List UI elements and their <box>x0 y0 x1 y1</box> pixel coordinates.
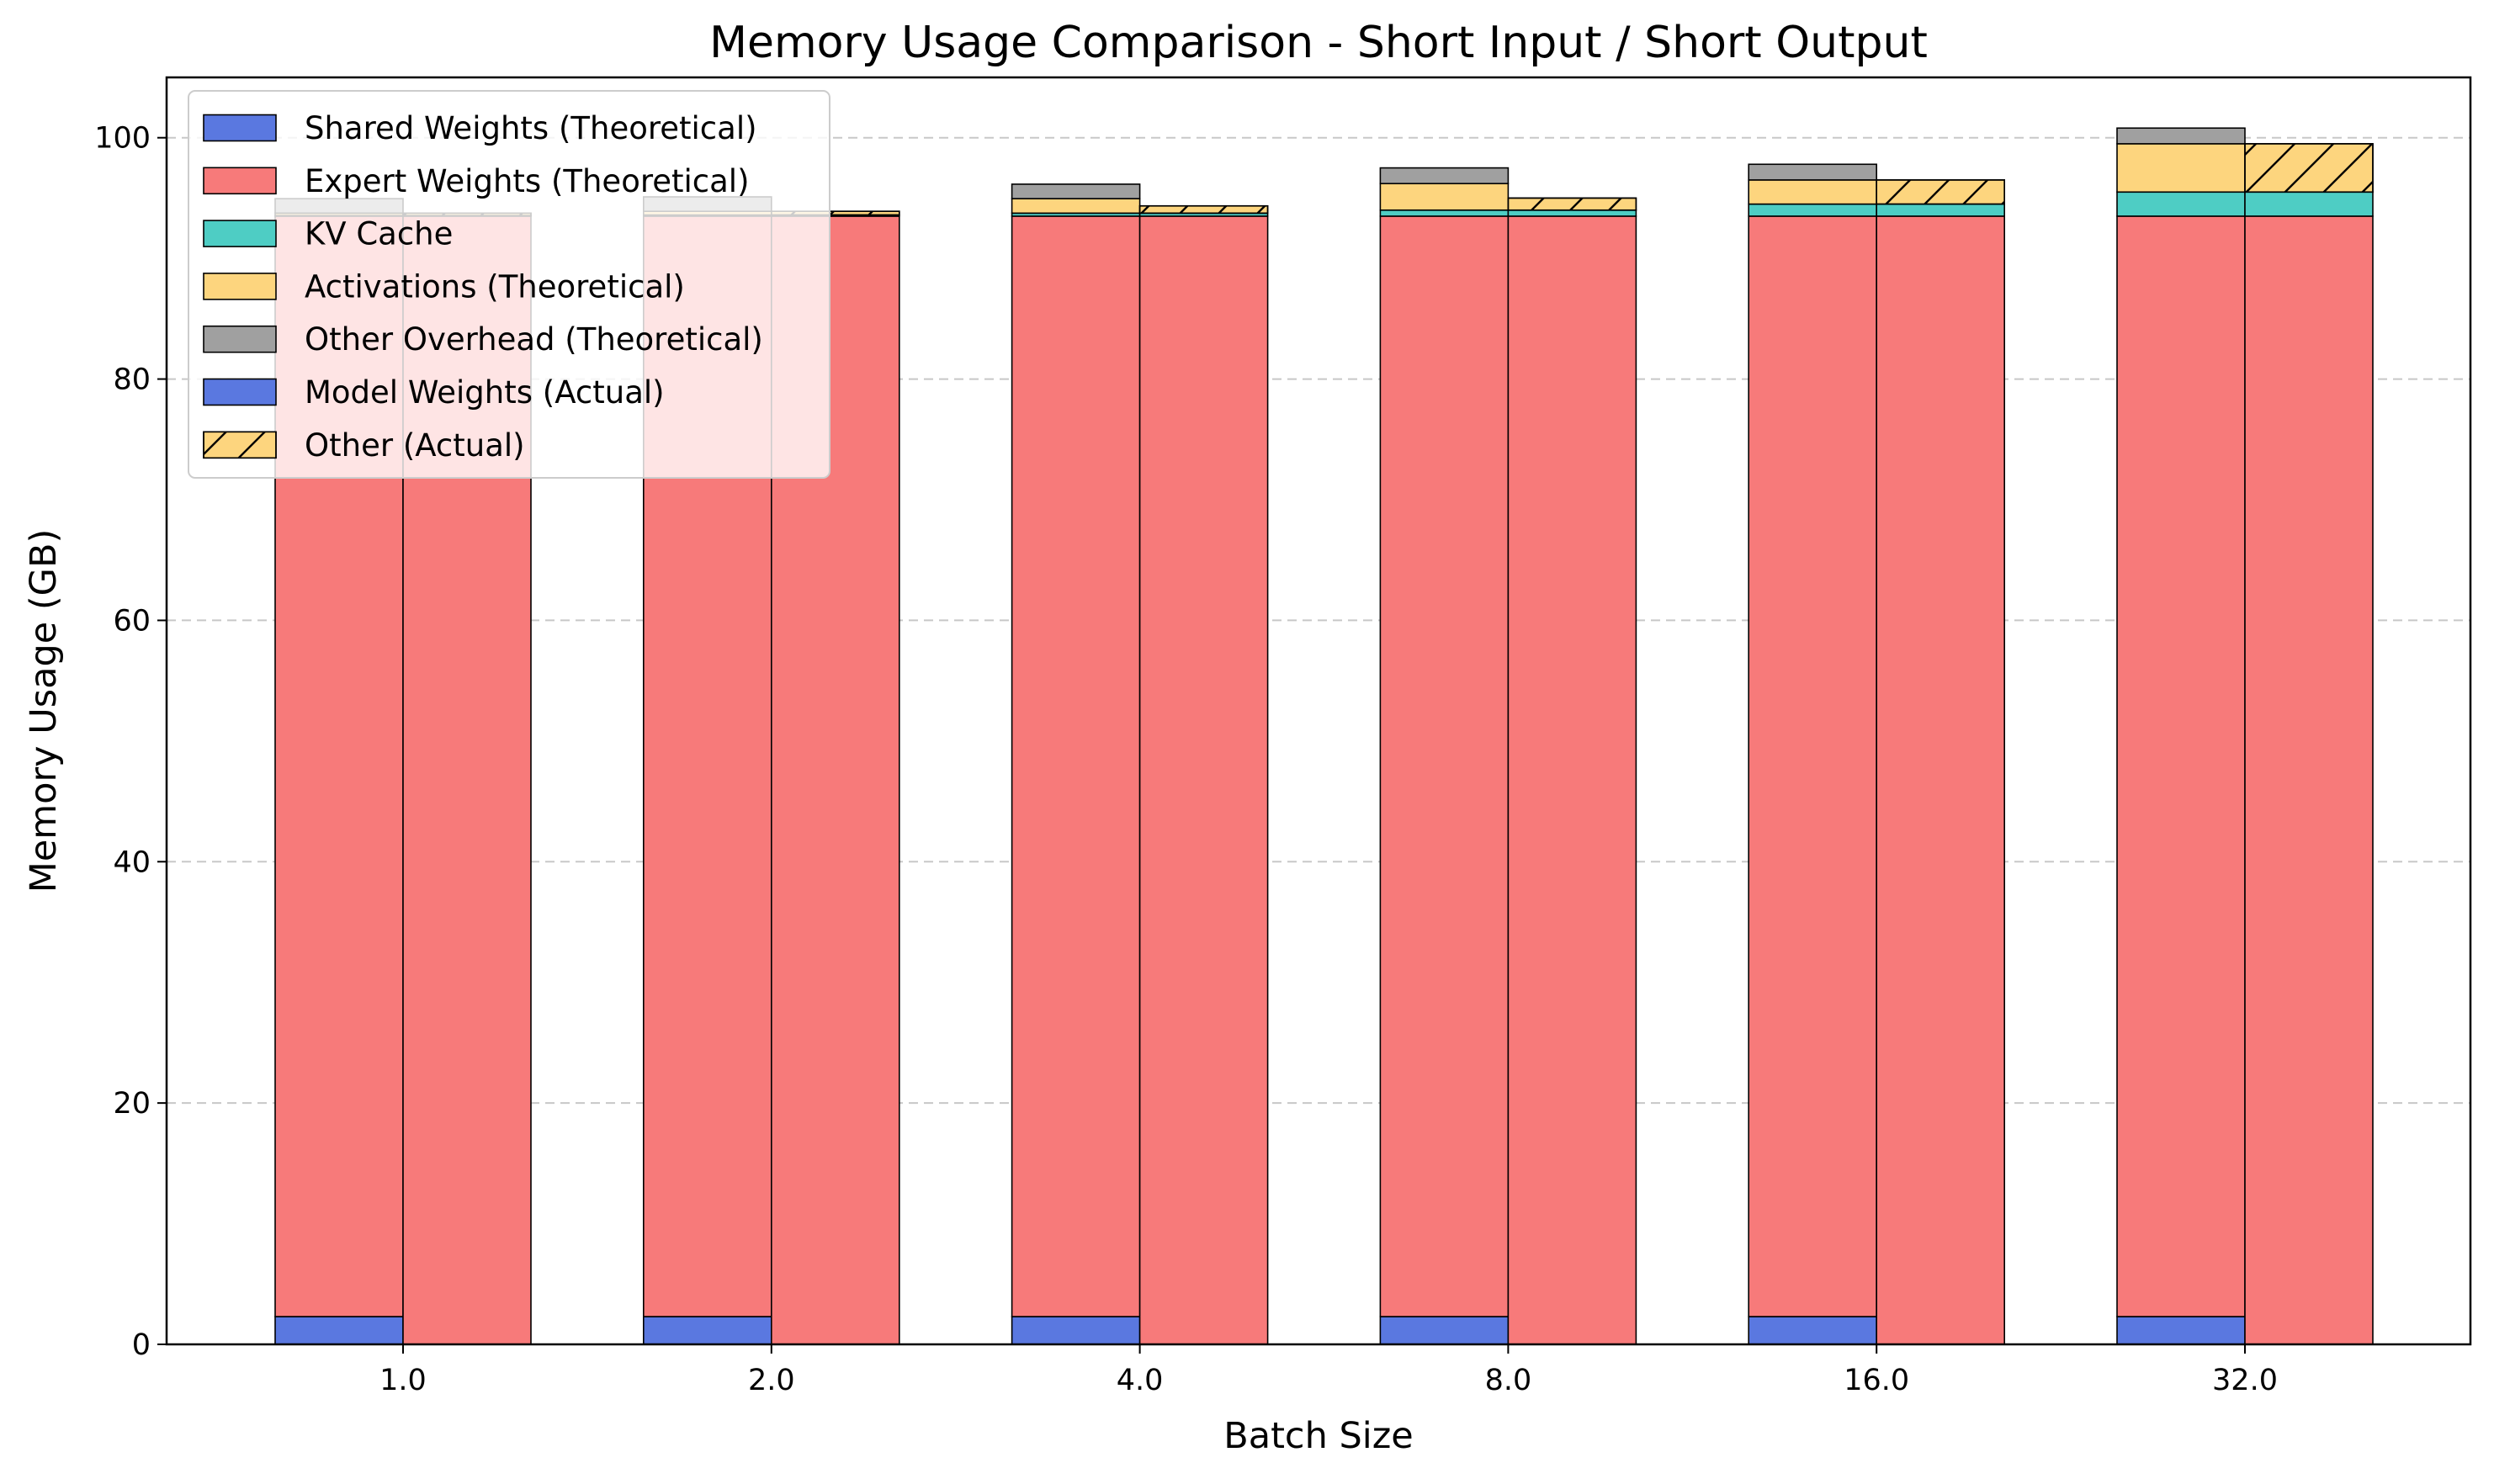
theoretical-bar-other-overhead-theoretical <box>1748 163 1877 181</box>
actual-bar-kv-cache-actual <box>1507 209 1637 217</box>
actual-bar-hatch <box>1507 197 1637 211</box>
y-tick-label: 80 <box>113 363 151 397</box>
actual-bar-kv-cache-actual <box>1876 203 2005 217</box>
theoretical-bar-other-overhead-theoretical <box>2116 127 2246 145</box>
legend-label: Shared Weights (Theoretical) <box>305 110 757 146</box>
legend-label: KV Cache <box>305 216 453 252</box>
legend-label: Model Weights (Actual) <box>305 374 665 411</box>
theoretical-bar-expert-weights-theoretical <box>1748 215 1877 1317</box>
theoretical-bar-expert-weights-theoretical <box>1011 215 1141 1317</box>
axis-ticks: 0 20 40 60 80 100 1.0 2.0 4.0 8.0 16.0 32.0 <box>94 122 2278 1397</box>
chart-title: Memory Usage Comparison - Short Input / … <box>709 18 1928 68</box>
actual-bar-expert-weights-actual <box>1138 215 1269 1345</box>
legend: Shared Weights (Theoretical) Expert Weigh… <box>188 90 830 479</box>
theoretical-bar-expert-weights-theoretical <box>2116 215 2246 1317</box>
y-tick-label: 60 <box>113 604 151 638</box>
legend-swatch <box>203 220 277 247</box>
x-tick-label: 2.0 <box>748 1364 795 1397</box>
x-tick-label: 32.0 <box>2212 1364 2278 1397</box>
legend-label: Expert Weights (Theoretical) <box>305 163 750 199</box>
theoretical-bar-shared-weights-theoretical <box>1379 1316 1510 1345</box>
theoretical-bar-shared-weights-theoretical <box>1011 1316 1141 1345</box>
actual-bar-kv-cache-actual <box>2244 191 2374 217</box>
theoretical-bar-other-overhead-theoretical <box>1379 167 1510 185</box>
theoretical-bar-shared-weights-theoretical <box>642 1316 772 1345</box>
y-tick-label: 100 <box>94 122 151 156</box>
theoretical-bar-activations-theoretical <box>1379 183 1510 211</box>
y-tick-label: 40 <box>113 845 151 879</box>
theoretical-bar-kv-cache <box>2116 191 2246 217</box>
plot-area-frame <box>165 76 2472 1346</box>
y-axis-label: Memory Usage (GB) <box>23 529 65 893</box>
theoretical-bar-shared-weights-theoretical <box>274 1316 404 1345</box>
actual-bar-hatch <box>2244 143 2374 193</box>
y-tick-label: 0 <box>132 1328 151 1362</box>
theoretical-bar-shared-weights-theoretical <box>1748 1316 1877 1345</box>
legend-box <box>188 90 830 479</box>
legend-label: Other (Actual) <box>305 427 525 464</box>
legend-swatch <box>203 114 277 142</box>
theoretical-bar-other-overhead-theoretical <box>1011 183 1141 199</box>
theoretical-bar-kv-cache <box>1379 209 1510 217</box>
y-tick-label: 20 <box>113 1087 151 1121</box>
actual-bar-hatch <box>1876 179 2005 205</box>
theoretical-bar-kv-cache <box>1748 203 1877 217</box>
x-tick-label: 16.0 <box>1844 1364 1909 1397</box>
legend-swatch <box>203 378 277 406</box>
legend-swatch-hatch <box>203 431 277 459</box>
legend-swatch <box>203 167 277 195</box>
x-tick-label: 1.0 <box>379 1364 427 1397</box>
actual-bar-hatch <box>1138 204 1269 215</box>
actual-bar-expert-weights-actual <box>2244 215 2374 1345</box>
theoretical-bar-activations-theoretical <box>1011 198 1141 215</box>
x-tick-label: 4.0 <box>1117 1364 1164 1397</box>
theoretical-bar-shared-weights-theoretical <box>2116 1316 2246 1345</box>
theoretical-bar-expert-weights-theoretical <box>1379 215 1510 1317</box>
theoretical-bar-activations-theoretical <box>2116 143 2246 193</box>
x-axis-label: Batch Size <box>1223 1415 1414 1457</box>
x-tick-label: 8.0 <box>1485 1364 1532 1397</box>
legend-label: Activations (Theoretical) <box>305 268 685 305</box>
theoretical-bar-activations-theoretical <box>1748 179 1877 205</box>
actual-bar-expert-weights-actual <box>1876 215 2005 1345</box>
actual-bar-expert-weights-actual <box>1507 215 1637 1345</box>
legend-swatch <box>203 273 277 300</box>
legend-swatch <box>203 325 277 353</box>
legend-label: Other Overhead (Theoretical) <box>305 321 763 358</box>
